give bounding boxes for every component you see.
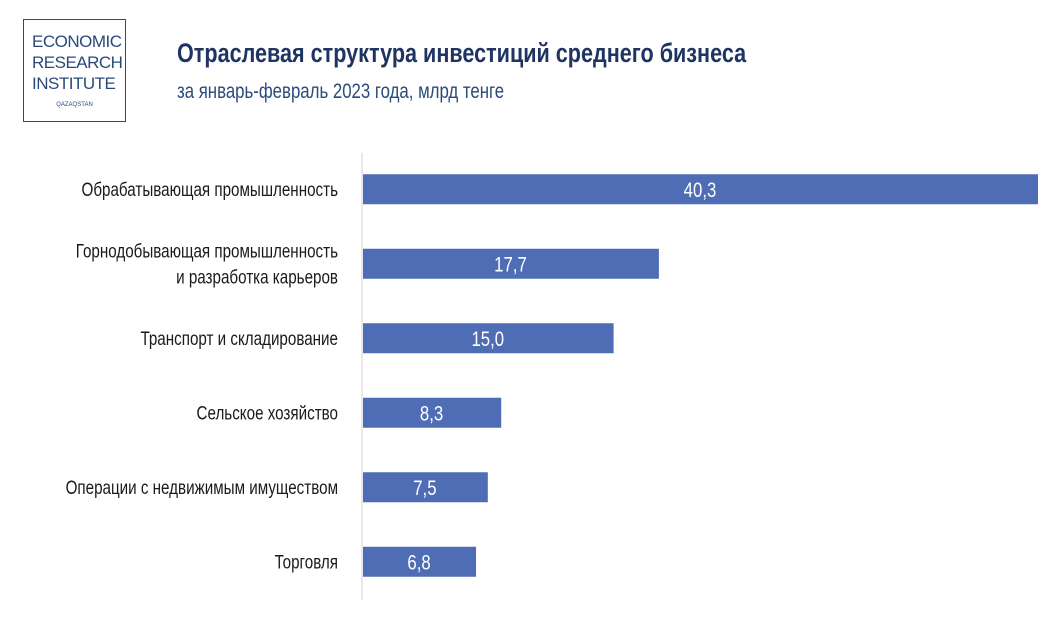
bar	[363, 174, 1038, 205]
data-label: 6,8	[407, 552, 430, 575]
category-label: Операции с недвижимым имуществом	[66, 477, 338, 499]
chart-title: Отраслевая структура инвестиций среднего…	[177, 38, 747, 68]
category-label: Горнодобывающая промышленность	[76, 240, 338, 262]
logo: ECONOMIC RESEARCH INSTITUTE QAZAQSTAN	[23, 19, 126, 122]
logo-text-4: QAZAQSTAN	[56, 102, 93, 108]
bar	[363, 472, 488, 503]
category-label: и разработка карьеров	[176, 266, 338, 288]
data-label: 40,3	[684, 180, 717, 203]
logo-text-1: ECONOMIC	[32, 32, 122, 51]
bar	[363, 546, 477, 577]
category-label: Транспорт и складирование	[140, 328, 338, 350]
data-label: 15,0	[471, 329, 504, 352]
bar	[363, 323, 614, 354]
category-label: Торговля	[275, 551, 338, 573]
data-label: 17,7	[494, 254, 527, 277]
category-label: Обрабатывающая промышленность	[82, 179, 338, 201]
data-label: 8,3	[420, 403, 443, 426]
category-label: Сельское хозяйство	[197, 402, 338, 424]
bar	[363, 397, 502, 428]
logo-text-2: RESEARCH	[32, 53, 123, 72]
chart-subtitle: за январь-февраль 2023 года, млрд тенге	[177, 80, 505, 103]
bar	[363, 248, 659, 279]
logo-text-3: INSTITUTE	[32, 74, 116, 93]
data-label: 7,5	[413, 478, 436, 501]
